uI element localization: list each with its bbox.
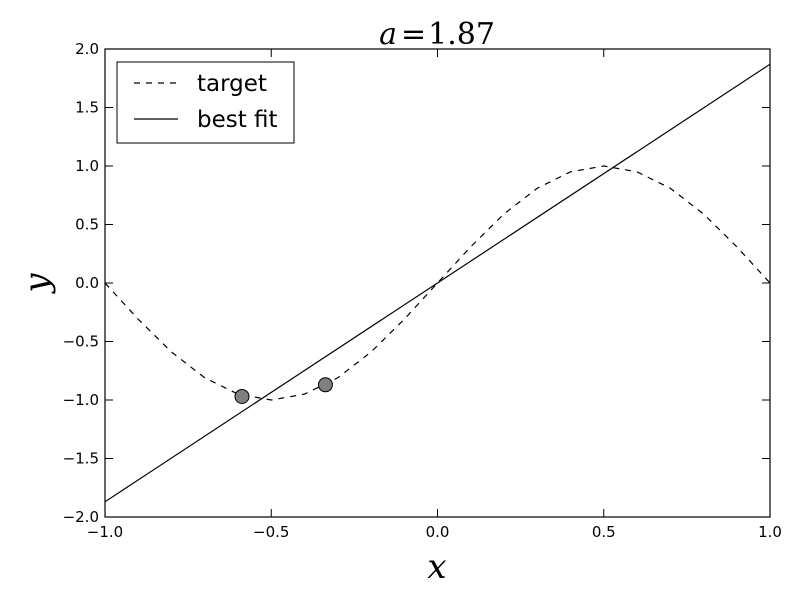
- y-axis-label: y: [17, 273, 57, 295]
- points-layer: [234, 377, 333, 404]
- y-tick-label: −1.0: [63, 391, 99, 409]
- data-point: [317, 377, 333, 393]
- ticks-layer: −1.0 −0.5 0.0 0.5 1.0 −2.0 −1.5 −1.0 −0.5 0.0 0.5 1…: [63, 40, 782, 541]
- legend: target best fit: [116, 61, 295, 144]
- y-tick-label: 1.5: [75, 99, 99, 117]
- y-tick-label: 2.0: [75, 40, 99, 58]
- chart-title: a =1.87: [379, 17, 495, 52]
- series-target-line: [105, 165, 770, 401]
- x-axis-label: x: [427, 547, 446, 587]
- y-tick-label: 1.0: [75, 157, 99, 175]
- plot-frame: [104, 48, 771, 518]
- legend-best-fit-label: best fit: [197, 107, 278, 133]
- y-tick-label: −0.5: [63, 333, 99, 351]
- legend-target-label: target: [197, 71, 267, 97]
- series-best-fit-line: [105, 63, 770, 503]
- x-tick-label: 0.5: [592, 523, 616, 541]
- series-layer: [105, 63, 770, 503]
- legend-box: [116, 61, 295, 144]
- x-tick-label: 1.0: [758, 523, 782, 541]
- title-equals: =: [401, 17, 426, 52]
- y-tick-label: −1.5: [63, 450, 99, 468]
- y-tick-label: −2.0: [63, 508, 99, 526]
- y-tick-label: 0.0: [75, 274, 99, 292]
- x-tick-label: −0.5: [253, 523, 289, 541]
- title-variable: a: [379, 17, 397, 52]
- y-tick-label: 0.5: [75, 216, 99, 234]
- data-point: [234, 388, 250, 404]
- title-value: 1.87: [428, 17, 495, 52]
- x-tick-label: −1.0: [87, 523, 123, 541]
- x-tick-label: 0.0: [426, 523, 450, 541]
